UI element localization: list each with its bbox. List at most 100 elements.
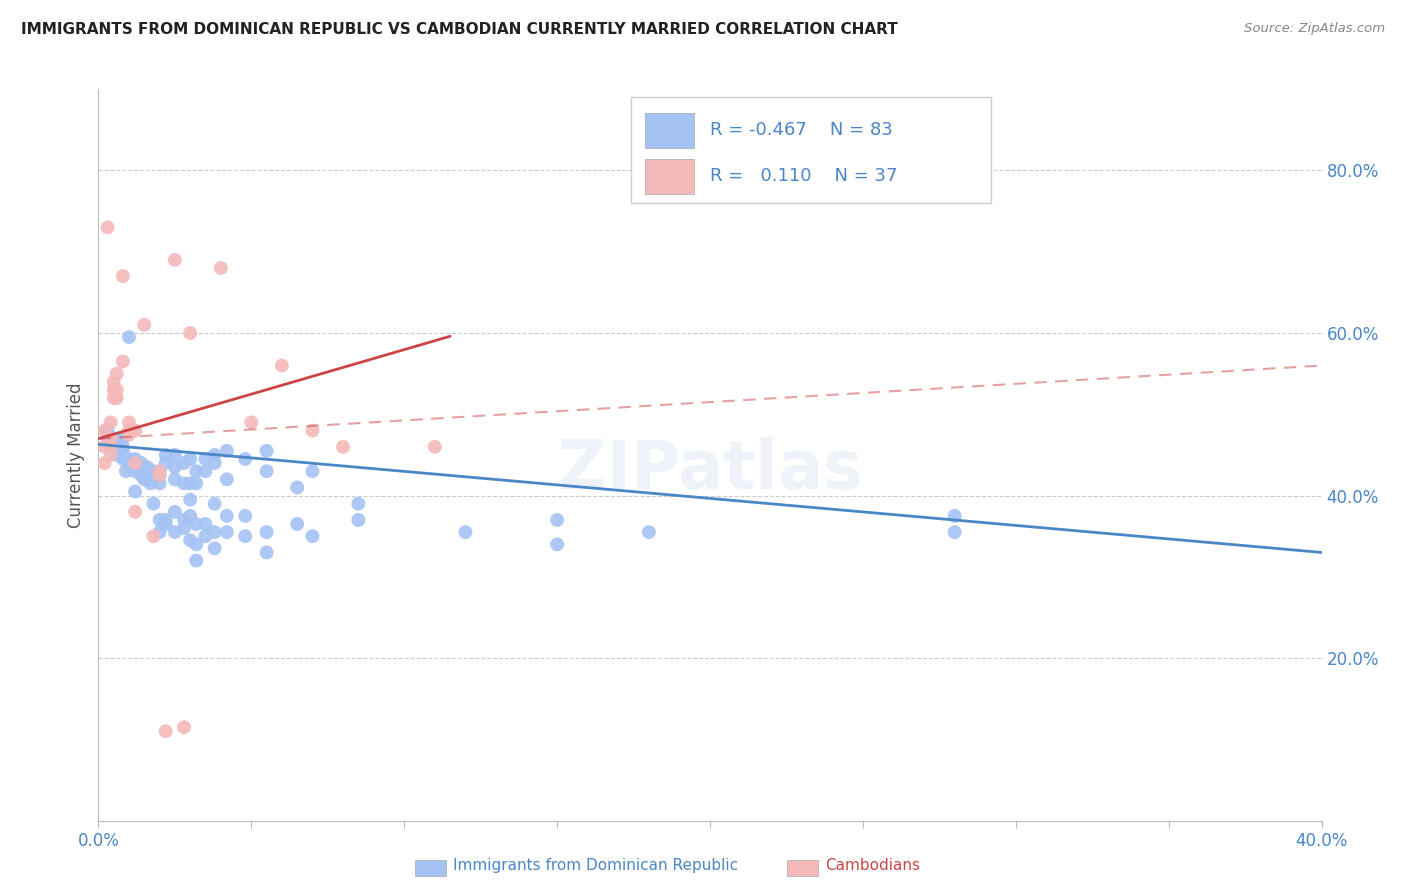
Text: Immigrants from Dominican Republic: Immigrants from Dominican Republic bbox=[453, 858, 738, 872]
Point bbox=[215, 508, 238, 523]
Point bbox=[111, 452, 134, 467]
Point bbox=[100, 416, 122, 430]
Point bbox=[546, 537, 568, 551]
Point bbox=[103, 391, 125, 405]
Point bbox=[129, 464, 152, 478]
Point bbox=[546, 513, 568, 527]
Point bbox=[142, 497, 165, 511]
Point bbox=[163, 472, 186, 486]
Point bbox=[97, 427, 120, 442]
Text: R =   0.110    N = 37: R = 0.110 N = 37 bbox=[710, 167, 897, 186]
Point bbox=[454, 525, 477, 540]
Point bbox=[179, 533, 201, 548]
Point bbox=[100, 448, 122, 462]
Point bbox=[139, 476, 162, 491]
Text: IMMIGRANTS FROM DOMINICAN REPUBLIC VS CAMBODIAN CURRENTLY MARRIED CORRELATION CH: IMMIGRANTS FROM DOMINICAN REPUBLIC VS CA… bbox=[21, 22, 898, 37]
Point bbox=[256, 464, 278, 478]
Point bbox=[186, 516, 208, 531]
Point bbox=[97, 424, 120, 438]
Point bbox=[155, 516, 177, 531]
Point bbox=[186, 537, 208, 551]
Point bbox=[118, 424, 141, 438]
Point bbox=[204, 448, 226, 462]
Point bbox=[270, 359, 292, 373]
Point bbox=[179, 326, 201, 340]
Point bbox=[285, 516, 308, 531]
Point bbox=[637, 525, 661, 540]
Point bbox=[118, 456, 141, 470]
Point bbox=[173, 476, 195, 491]
Point bbox=[142, 468, 165, 483]
Text: Source: ZipAtlas.com: Source: ZipAtlas.com bbox=[1244, 22, 1385, 36]
Point bbox=[194, 516, 217, 531]
Point bbox=[136, 472, 159, 486]
Point bbox=[136, 460, 159, 475]
Point bbox=[149, 464, 172, 478]
Point bbox=[111, 354, 134, 368]
Point bbox=[186, 476, 208, 491]
Point bbox=[285, 480, 308, 494]
Point bbox=[124, 484, 146, 499]
Point bbox=[209, 260, 232, 275]
Point bbox=[149, 513, 172, 527]
Point bbox=[163, 252, 186, 267]
Point bbox=[256, 545, 278, 559]
Point bbox=[204, 525, 226, 540]
Point bbox=[155, 724, 177, 739]
Point bbox=[103, 375, 125, 389]
Point bbox=[163, 525, 186, 540]
Point bbox=[256, 443, 278, 458]
Point bbox=[163, 448, 186, 462]
Point bbox=[105, 443, 128, 458]
Point bbox=[347, 497, 370, 511]
Point bbox=[111, 443, 134, 458]
Point bbox=[204, 497, 226, 511]
Point bbox=[134, 472, 156, 486]
Point bbox=[105, 448, 128, 462]
Point bbox=[301, 424, 323, 438]
Point bbox=[179, 508, 201, 523]
Point bbox=[186, 553, 208, 567]
FancyBboxPatch shape bbox=[645, 112, 695, 148]
Point bbox=[93, 440, 115, 454]
Point bbox=[943, 508, 966, 523]
FancyBboxPatch shape bbox=[645, 159, 695, 194]
Y-axis label: Currently Married: Currently Married bbox=[66, 382, 84, 528]
Point bbox=[124, 464, 146, 478]
Point bbox=[118, 452, 141, 467]
Point bbox=[97, 435, 120, 450]
Point bbox=[194, 529, 217, 543]
Point bbox=[118, 427, 141, 442]
Point bbox=[105, 391, 128, 405]
Point bbox=[186, 464, 208, 478]
Point bbox=[115, 464, 138, 478]
Point bbox=[215, 443, 238, 458]
Point bbox=[163, 460, 186, 475]
Point bbox=[173, 720, 195, 734]
Text: ZIPatlas: ZIPatlas bbox=[558, 436, 862, 502]
Text: R = -0.467    N = 83: R = -0.467 N = 83 bbox=[710, 121, 893, 139]
Point bbox=[155, 513, 177, 527]
Point bbox=[155, 456, 177, 470]
Point bbox=[194, 464, 217, 478]
Point bbox=[124, 505, 146, 519]
Point bbox=[155, 448, 177, 462]
Point bbox=[149, 525, 172, 540]
Point bbox=[118, 330, 141, 344]
Point bbox=[93, 424, 115, 438]
Point bbox=[97, 220, 120, 235]
FancyBboxPatch shape bbox=[630, 96, 991, 202]
Point bbox=[100, 440, 122, 454]
Point bbox=[256, 525, 278, 540]
Point bbox=[124, 456, 146, 470]
Point bbox=[149, 476, 172, 491]
Point bbox=[105, 432, 128, 446]
Point bbox=[124, 424, 146, 438]
Point bbox=[100, 432, 122, 446]
Point bbox=[215, 472, 238, 486]
Point bbox=[173, 456, 195, 470]
Point bbox=[423, 440, 446, 454]
Point bbox=[129, 468, 152, 483]
Point bbox=[105, 367, 128, 381]
Point bbox=[149, 468, 172, 483]
